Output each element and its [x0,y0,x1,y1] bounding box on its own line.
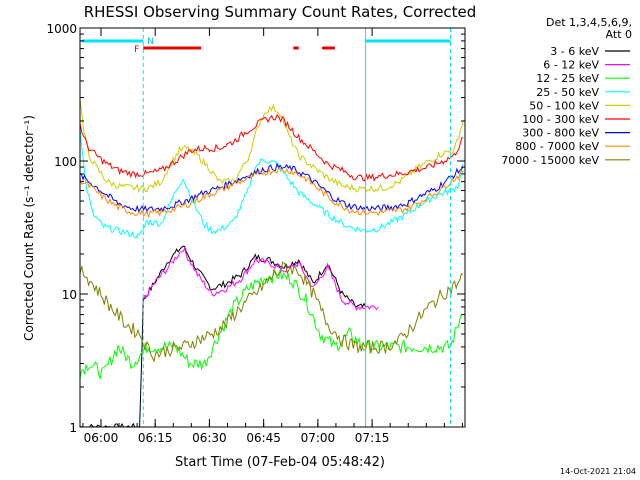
series-line-100-300-kev [79,114,464,182]
x-tick-label: 06:45 [246,431,281,445]
chart-title: RHESSI Observing Summary Count Rates, Co… [84,3,477,21]
y-tick-label: 100 [54,155,77,169]
x-tick-label: 06:30 [192,431,227,445]
y-tick-label: 1000 [46,22,77,36]
series-line-7000-15000-kev [79,261,464,363]
legend-label: 300 - 800 keV [522,127,599,140]
detectors-label: Det 1,3,4,5,6,9, [546,16,632,29]
series-line-12-25-kev [79,269,462,380]
series-line-25-50-kev [79,129,464,239]
x-tick-label: 07:00 [301,431,336,445]
x-axis-label: Start Time (07-Feb-04 05:48:42) [175,455,385,470]
x-tick-label: 06:00 [84,431,119,445]
legend-label: 800 - 7000 keV [515,140,599,153]
attenuator-label: Att 0 [606,28,632,41]
y-tick-label: 1 [69,421,77,435]
series-line-800-7000-kev [79,167,464,218]
legend-label: 7000 - 15000 keV [501,154,599,167]
legend-label: 12 - 25 keV [536,72,599,85]
y-axis: 1 10 100 1000 [46,22,465,435]
timestamp: 14-Oct-2021 21:04 [560,467,636,476]
legend-label: 6 - 12 keV [543,59,599,72]
legend-label: 25 - 50 keV [536,86,599,99]
series-line-6-12-kev [142,246,379,312]
series-line-50-100-kev [79,100,464,193]
flare-flag-label: F [134,45,139,55]
plot-area: FN [79,28,464,428]
series-line-3-6-kev [79,245,367,428]
night-flag-label: N [147,37,154,47]
y-axis-label: Corrected Count Rate (s⁻¹ detector⁻¹) [22,115,36,341]
plot-frame [79,27,466,428]
x-tick-label: 07:15 [355,431,390,445]
x-axis: 06:00 06:15 06:30 06:45 07:00 07:15 [82,28,463,445]
legend-label: 100 - 300 keV [522,113,599,126]
legend-label: 3 - 6 keV [550,45,599,58]
series-line-300-800-kev [79,162,464,214]
y-tick-label: 10 [62,288,77,302]
legend-label: 50 - 100 keV [529,99,599,112]
x-tick-label: 06:15 [138,431,173,445]
